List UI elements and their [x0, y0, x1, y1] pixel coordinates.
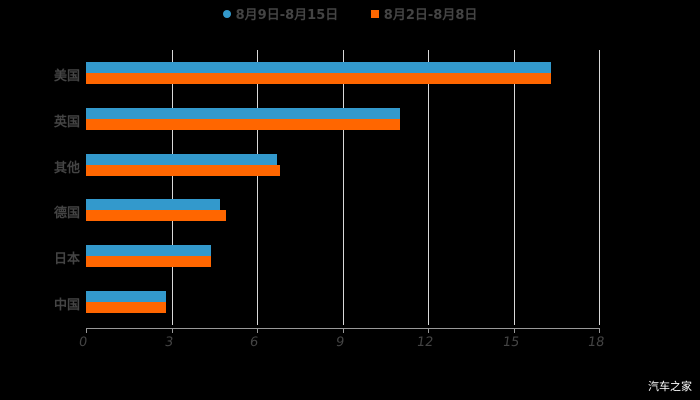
- x-tick: [599, 328, 600, 333]
- bar-week2[interactable]: [86, 108, 400, 119]
- bar-week1[interactable]: [86, 119, 400, 130]
- x-tick-label: 12: [415, 335, 435, 350]
- category-label: 英国: [53, 115, 80, 130]
- bar-week2[interactable]: [86, 245, 212, 256]
- category-label: 美国: [53, 69, 80, 84]
- gridline: [599, 50, 600, 325]
- x-tick-label: 3: [163, 335, 174, 350]
- legend-square-icon: [370, 9, 379, 18]
- x-tick: [171, 328, 173, 333]
- category-label: 日本: [53, 252, 80, 267]
- plot-area: [86, 50, 600, 325]
- bar-week1[interactable]: [86, 165, 280, 176]
- x-tick: [513, 328, 515, 333]
- gridline: [428, 50, 429, 325]
- bar-week1[interactable]: [86, 73, 551, 84]
- x-tick-label: 0: [77, 335, 89, 350]
- category-label: 中国: [53, 298, 80, 313]
- gridline: [171, 50, 173, 325]
- bar-week2[interactable]: [86, 62, 551, 73]
- watermark: 汽车之家: [648, 380, 692, 393]
- x-tick: [342, 328, 344, 333]
- x-tick-label: 15: [501, 335, 520, 350]
- gridline: [257, 50, 258, 325]
- legend: 8月9日-8月15日 8月2日-8月8日: [0, 4, 700, 23]
- x-tick: [428, 328, 429, 333]
- bar-week1[interactable]: [86, 302, 166, 313]
- gridline: [513, 50, 515, 325]
- legend-label: 8月9日-8月15日: [235, 8, 339, 23]
- bar-week1[interactable]: [86, 210, 226, 221]
- legend-item-week2[interactable]: 8月9日-8月15日: [222, 4, 339, 23]
- bar-week1[interactable]: [86, 256, 212, 267]
- x-tick: [86, 328, 87, 333]
- x-tick: [257, 328, 258, 333]
- category-label: 其他: [53, 161, 80, 176]
- bar-week2[interactable]: [86, 291, 166, 302]
- legend-item-week1[interactable]: 8月2日-8月8日: [370, 4, 478, 23]
- bar-week2[interactable]: [86, 154, 277, 165]
- bar-week2[interactable]: [86, 199, 220, 210]
- legend-label: 8月2日-8月8日: [383, 8, 478, 23]
- x-tick-label: 9: [334, 335, 345, 350]
- legend-circle-icon: [222, 9, 231, 18]
- category-label: 德国: [53, 206, 80, 221]
- gridline: [342, 50, 344, 325]
- x-tick-label: 6: [248, 335, 260, 350]
- x-tick-label: 18: [586, 335, 606, 350]
